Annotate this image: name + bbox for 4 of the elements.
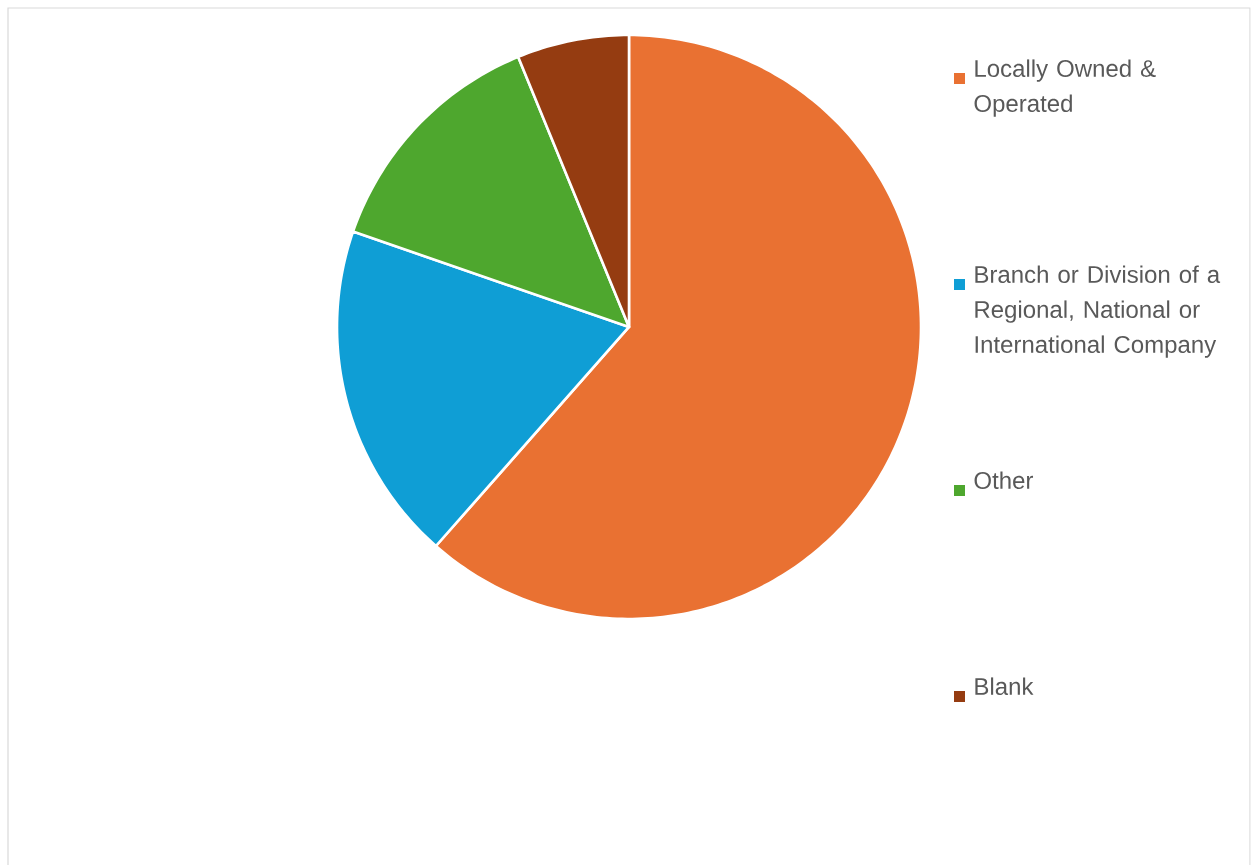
legend-label: Locally Owned & Operated: [974, 59, 1156, 117]
legend-label: Blank: [975, 677, 1034, 695]
legend-label: Other: [974, 471, 1034, 489]
legend-label: Branch or Division of a Regional, National or International Company: [975, 265, 1221, 358]
